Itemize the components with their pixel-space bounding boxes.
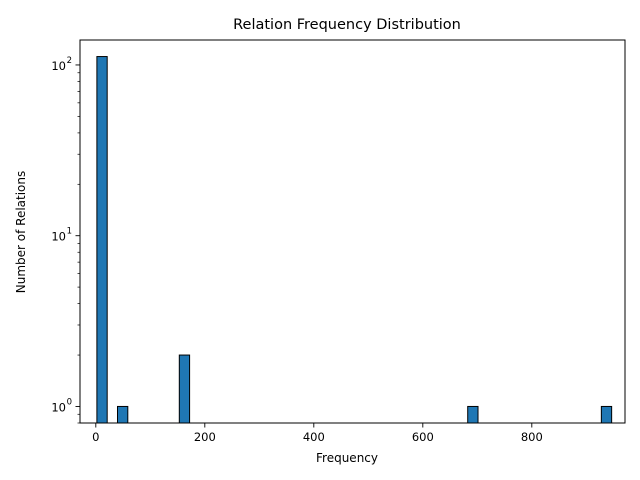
x-tick-label: 600 <box>412 430 434 444</box>
x-tick-label: 400 <box>303 430 325 444</box>
histogram-bar <box>117 405 129 424</box>
y-tick-exponent: 0 <box>67 397 72 407</box>
y-tick-label: 10 <box>51 59 66 73</box>
x-axis-ticks: 0 200 400 600 800 <box>92 423 543 444</box>
y-tick-label: 10 <box>51 400 66 414</box>
histogram-bar <box>178 354 191 424</box>
histogram-bar <box>600 405 613 424</box>
y-tick-label: 10 <box>51 230 66 244</box>
y-tick-exponent: 1 <box>67 227 72 237</box>
y-tick-exponent: 2 <box>67 56 72 66</box>
histogram-bar <box>96 56 108 424</box>
bars-layer <box>96 56 613 424</box>
x-tick-label: 200 <box>194 430 216 444</box>
plot-frame <box>79 39 626 424</box>
x-axis-label: Frequency <box>316 451 378 465</box>
x-tick-label: 800 <box>521 430 543 444</box>
y-axis-label: Number of Relations <box>14 171 28 294</box>
histogram-bar <box>467 405 479 424</box>
chart-title: Relation Frequency Distribution <box>233 17 461 33</box>
x-tick-label: 0 <box>92 430 99 444</box>
